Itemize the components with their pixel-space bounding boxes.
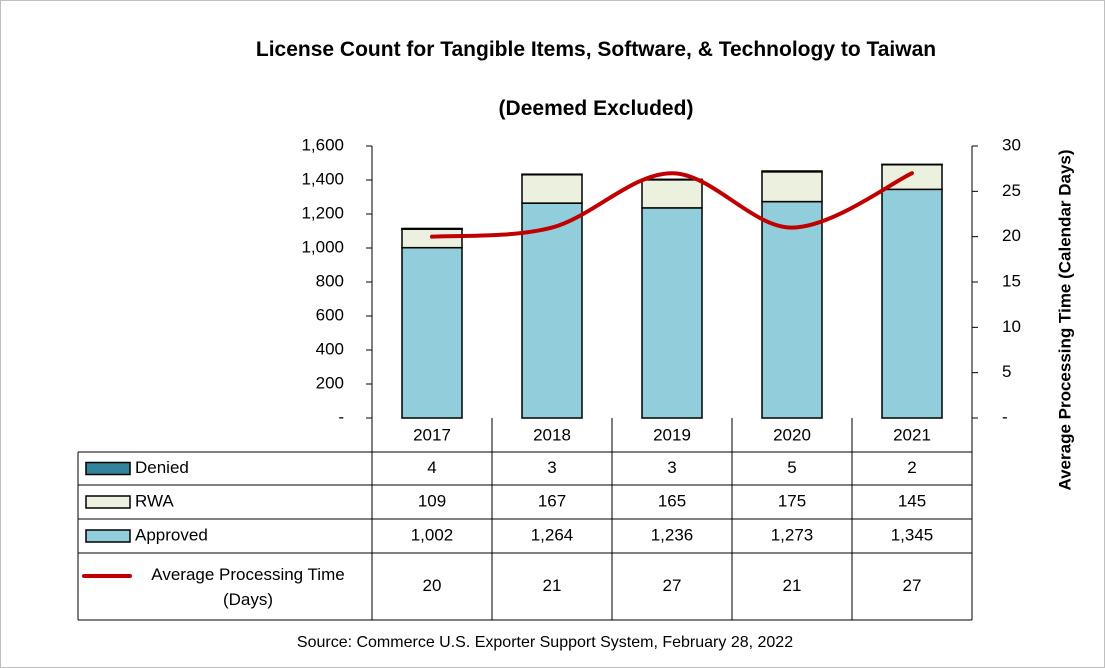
y-tick-label: 200 bbox=[316, 373, 344, 392]
legend-label: Average Processing Time (Days) bbox=[151, 565, 344, 609]
legend-swatch bbox=[85, 495, 131, 509]
y2-tick-label: 30 bbox=[1002, 135, 1021, 154]
table-value: 21 bbox=[543, 576, 562, 595]
table-value: 3 bbox=[547, 458, 556, 477]
x-tick-label: 2018 bbox=[533, 425, 571, 444]
table-value: 1,264 bbox=[531, 525, 574, 544]
legend-label: RWA bbox=[135, 491, 174, 510]
y2-tick-label: 5 bbox=[1002, 362, 1011, 381]
table-value: 27 bbox=[903, 576, 922, 595]
y2-axis-title: Average Processing Time (Calendar Days) bbox=[1055, 149, 1074, 490]
table-value: 167 bbox=[538, 491, 566, 510]
table-value: 145 bbox=[898, 491, 926, 510]
table-value: 21 bbox=[783, 576, 802, 595]
y2-tick-label: - bbox=[1002, 407, 1008, 426]
y-tick-label: 600 bbox=[316, 305, 344, 324]
chart-title: License Count for Tangible Items, Softwa… bbox=[255, 38, 937, 61]
bar bbox=[761, 170, 823, 173]
table-value: 1,345 bbox=[891, 525, 934, 544]
table-value: 1,002 bbox=[411, 525, 454, 544]
legend-label: Approved bbox=[135, 525, 208, 544]
table-value: 1,273 bbox=[771, 525, 814, 544]
chart-subtitle: (Deemed Excluded) bbox=[498, 97, 694, 120]
table-value: 5 bbox=[787, 458, 796, 477]
y-tick-label: 1,000 bbox=[301, 237, 344, 256]
x-tick-label: 2019 bbox=[653, 425, 691, 444]
legend-label: Denied bbox=[135, 458, 189, 477]
y2-tick-label: 10 bbox=[1002, 317, 1021, 336]
y-tick-label: 800 bbox=[316, 271, 344, 290]
table-value: 175 bbox=[778, 491, 806, 510]
bar bbox=[881, 188, 943, 419]
y-tick-label: 1,600 bbox=[301, 135, 344, 154]
table-value: 3 bbox=[667, 458, 676, 477]
table-value: 4 bbox=[427, 458, 436, 477]
y2-tick-label: 20 bbox=[1002, 226, 1021, 245]
y-tick-label: 1,200 bbox=[301, 203, 344, 222]
bar bbox=[761, 200, 823, 419]
y-tick-label: - bbox=[338, 407, 344, 426]
bar bbox=[641, 179, 703, 209]
y2-tick-label: 25 bbox=[1002, 181, 1021, 200]
y-tick-label: 1,400 bbox=[301, 169, 344, 188]
table-value: 165 bbox=[658, 491, 686, 510]
x-tick-label: 2021 bbox=[893, 425, 931, 444]
table-value: 20 bbox=[423, 576, 442, 595]
bar bbox=[761, 171, 823, 203]
x-tick-label: 2020 bbox=[773, 425, 811, 444]
y2-tick-label: 15 bbox=[1002, 271, 1021, 290]
table-value: 109 bbox=[418, 491, 446, 510]
bar bbox=[641, 207, 703, 419]
line bbox=[430, 171, 914, 239]
legend-swatch bbox=[85, 461, 131, 476]
bar bbox=[401, 227, 463, 230]
bar bbox=[521, 173, 583, 204]
x-tick-label: 2017 bbox=[413, 425, 451, 444]
bar bbox=[401, 246, 463, 419]
bar bbox=[521, 173, 583, 176]
table-value: 27 bbox=[663, 576, 682, 595]
source: Source: Commerce U.S. Exporter Support S… bbox=[297, 634, 793, 651]
table-value: 2 bbox=[907, 458, 916, 477]
y-tick-label: 400 bbox=[316, 339, 344, 358]
table-value: 1,236 bbox=[651, 525, 694, 544]
bar bbox=[521, 202, 583, 419]
legend-swatch bbox=[85, 529, 131, 543]
